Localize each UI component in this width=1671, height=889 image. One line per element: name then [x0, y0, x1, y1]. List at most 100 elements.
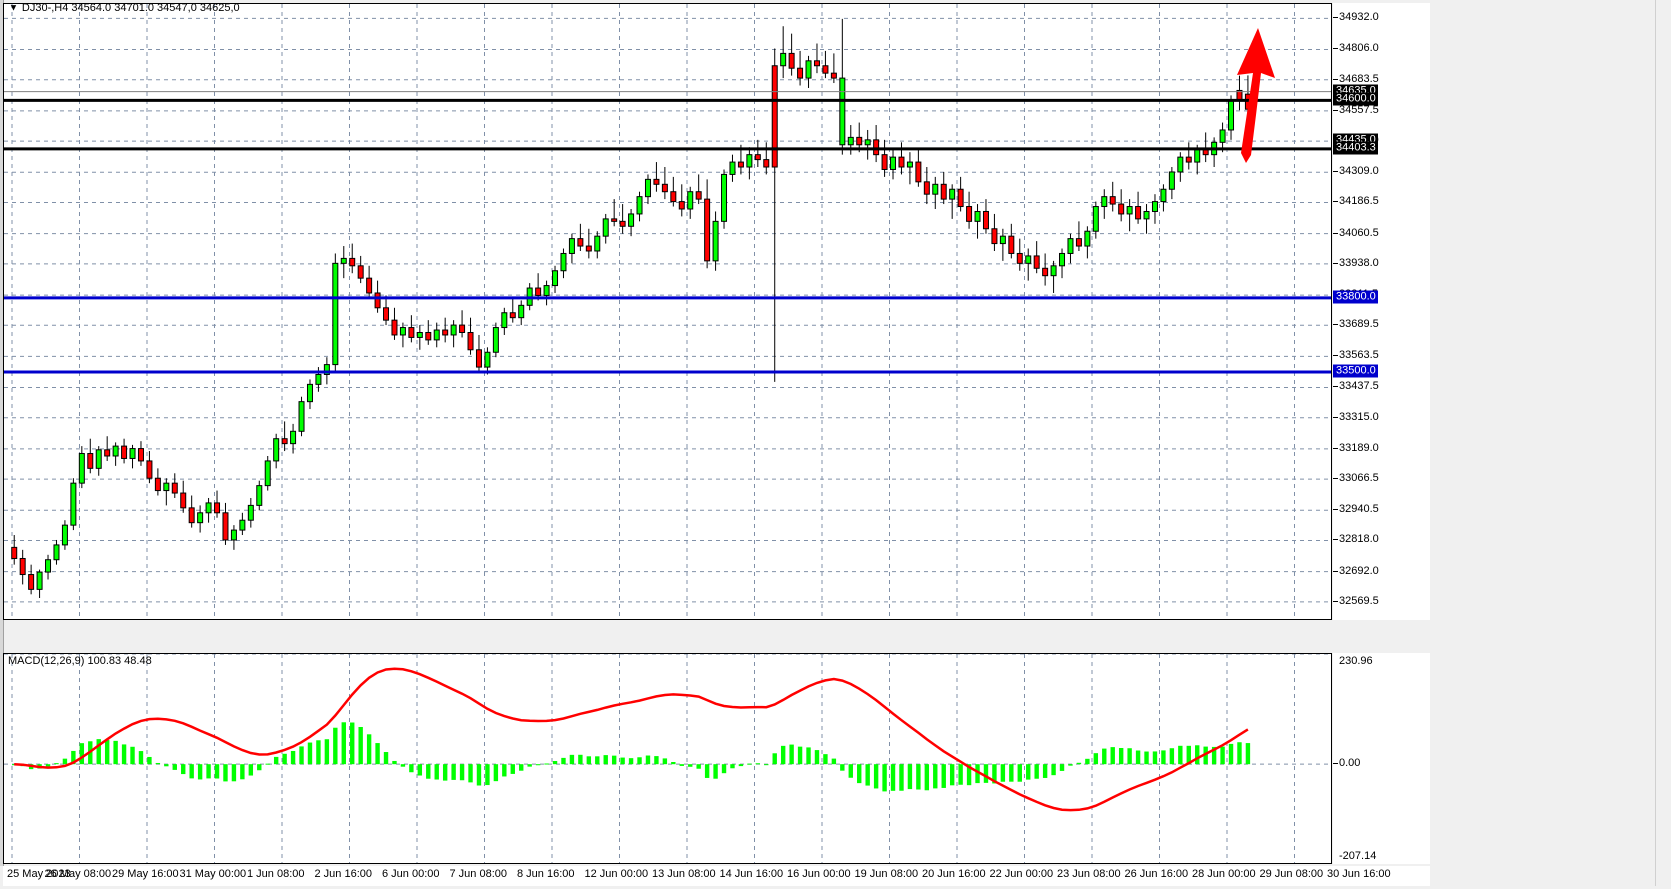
candlestick: [475, 334, 482, 373]
candlestick: [1202, 132, 1209, 163]
time-axis[interactable]: 25 May 2023 26 May 08:00 29 May 16:00 31 Ma…: [3, 866, 1430, 886]
macd-histogram-bar: [848, 764, 853, 778]
macd-histogram-bar: [257, 764, 262, 771]
candle-body: [214, 502, 221, 514]
macd-histogram-bar: [240, 764, 245, 780]
candlestick: [670, 176, 677, 207]
candlestick: [273, 433, 280, 469]
candlestick: [585, 228, 592, 259]
price-level-tag[interactable]: 34403.3: [1333, 141, 1378, 155]
candlestick: [180, 480, 187, 513]
candle-body: [383, 307, 390, 321]
candlestick: [214, 490, 221, 518]
macd-axis-tick: [1333, 763, 1338, 765]
macd-histogram-bar: [975, 764, 980, 784]
candle-body: [594, 235, 601, 252]
candlestick: [1135, 191, 1142, 224]
macd-histogram-bar: [983, 764, 989, 783]
candle-body: [568, 238, 575, 254]
candle-body: [433, 329, 440, 341]
macd-histogram-bar: [789, 744, 794, 765]
price-level-tag[interactable]: 33800.0: [1333, 290, 1378, 304]
macd-histogram-bar: [1093, 753, 1099, 765]
candlestick: [1236, 75, 1243, 111]
macd-histogram-bar: [476, 764, 482, 786]
price-axis-tick: [1333, 109, 1338, 111]
macd-histogram-bar: [1118, 748, 1124, 765]
macd-indicator-panel[interactable]: [3, 653, 1332, 864]
candlestick: [239, 512, 246, 536]
candle-body: [19, 557, 26, 576]
candle-body: [999, 235, 1006, 245]
candlestick: [256, 480, 263, 511]
candle-body: [399, 327, 406, 336]
candlestick: [940, 171, 947, 205]
candle-body: [628, 213, 635, 227]
candlestick: [104, 436, 111, 461]
candlestick: [619, 204, 626, 234]
macd-histogram-bar: [181, 764, 186, 775]
candle-body: [1135, 206, 1142, 220]
candlestick: [501, 307, 508, 335]
macd-histogram-bar: [510, 764, 515, 774]
candlestick: [1109, 181, 1116, 212]
candle-body: [636, 196, 643, 215]
candlestick: [864, 129, 871, 160]
macd-histogram-bar: [831, 758, 837, 765]
macd-histogram-bar: [155, 762, 161, 765]
price-axis-label: 33563.5: [1339, 349, 1379, 362]
candle-body: [180, 492, 187, 509]
candle-body: [416, 331, 423, 338]
macd-histogram-bar: [764, 764, 769, 766]
price-level-tag[interactable]: 33500.0: [1333, 364, 1378, 378]
price-axis[interactable]: 34932.034806.034683.534557.534435.034309…: [1333, 3, 1430, 620]
price-axis-label: 34557.5: [1339, 103, 1379, 116]
candle-body: [805, 60, 812, 79]
candlestick: [881, 139, 888, 177]
bottom-rail: [0, 886, 1671, 889]
macd-axis[interactable]: 230.96 0.00 -207.14: [1333, 653, 1430, 864]
candlestick: [129, 444, 136, 469]
candle-body: [543, 285, 550, 296]
price-axis-label: 33066.5: [1339, 472, 1379, 485]
price-chart-panel[interactable]: [3, 3, 1332, 620]
candle-body: [602, 218, 609, 237]
candle-body: [53, 544, 60, 561]
macd-histogram-bar: [823, 754, 828, 765]
symbol-ohlc-text: DJ30-,H4 34564.0 34701.0 34547,0 34625,0: [21, 2, 240, 14]
candle-body: [560, 252, 567, 272]
candlestick: [281, 421, 288, 452]
candlestick: [459, 310, 466, 338]
candlestick: [1075, 221, 1082, 251]
candle-body: [932, 183, 939, 195]
candlestick: [78, 446, 85, 489]
price-axis-tick: [1333, 447, 1338, 449]
candle-body: [171, 482, 178, 494]
candlestick: [771, 48, 778, 382]
candlestick: [1025, 248, 1032, 281]
candle-body: [881, 154, 888, 170]
macd-histogram-bar: [797, 746, 803, 765]
macd-histogram-bar: [1228, 743, 1234, 765]
macd-histogram-bar: [755, 763, 761, 765]
candlestick: [95, 446, 102, 476]
price-axis-tick: [1333, 416, 1338, 418]
chart-dropdown-caret-icon[interactable]: ▼: [8, 2, 19, 14]
candle-body: [763, 159, 770, 168]
macd-histogram-bar: [806, 747, 811, 765]
candlestick: [349, 243, 356, 274]
macd-histogram-bar: [857, 764, 862, 784]
candlestick: [636, 191, 643, 222]
candlestick: [704, 179, 711, 269]
right-scrollbar-rail[interactable]: [1655, 0, 1671, 889]
candle-body: [1126, 206, 1133, 215]
candle-body: [1075, 238, 1082, 247]
price-level-tag[interactable]: 34600.0: [1333, 92, 1378, 106]
time-axis-label: 25 May 2023: [7, 868, 71, 880]
candle-body: [864, 139, 871, 146]
candle-body: [1084, 230, 1091, 247]
macd-histogram-bar: [451, 764, 456, 780]
candle-body: [450, 324, 457, 336]
macd-histogram-bar: [628, 758, 634, 765]
candlestick: [797, 50, 804, 86]
